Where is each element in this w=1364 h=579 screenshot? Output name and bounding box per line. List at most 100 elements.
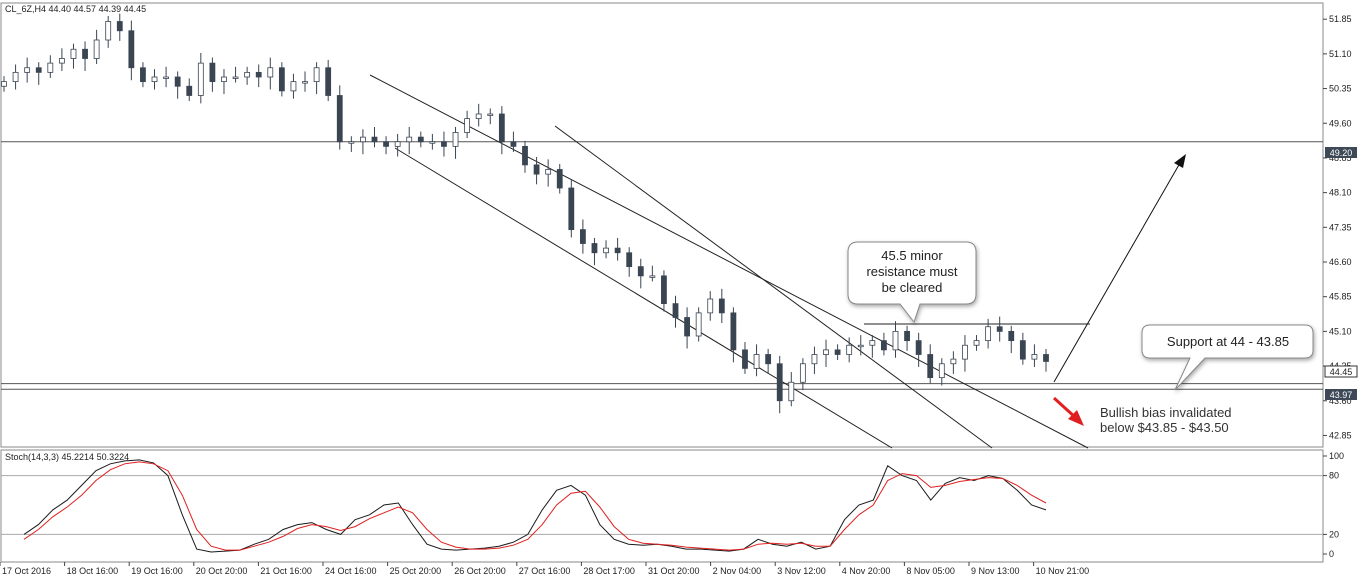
candle-body <box>348 141 355 144</box>
time-tick-label: 28 Oct 17:00 <box>583 566 635 576</box>
channel-upper-line <box>369 74 1089 449</box>
candle-body <box>290 81 297 92</box>
candle-body <box>985 326 992 342</box>
stochastic-lines <box>23 459 1047 553</box>
time-tick-label: 24 Oct 16:00 <box>325 566 377 576</box>
candle-body <box>394 141 401 147</box>
candle-body <box>857 344 864 348</box>
time-tick-label: 21 Oct 16:00 <box>260 566 312 576</box>
minor-resistance-callout: 45.5 minor resistance must be cleared <box>847 241 977 324</box>
candle-body <box>140 67 146 83</box>
candle-body <box>441 141 447 147</box>
candle-body <box>82 48 88 59</box>
price-panel-frame <box>0 2 1324 448</box>
candle-body <box>232 76 239 79</box>
candle-body <box>267 67 274 78</box>
candle-body <box>1008 330 1015 342</box>
candle-body <box>1019 340 1026 360</box>
candle-body <box>163 76 169 79</box>
down-arrow-red <box>1052 396 1084 426</box>
svg-text:43.97: 43.97 <box>1330 390 1353 400</box>
candle-body <box>545 169 552 175</box>
time-tick-label: 10 Nov 21:00 <box>1036 566 1090 576</box>
candle-body <box>325 67 332 96</box>
candle-body <box>707 298 714 314</box>
candle-body <box>35 67 42 73</box>
candle-body <box>498 113 505 143</box>
time-tick-label: 31 Oct 20:00 <box>648 566 700 576</box>
candle-body <box>996 326 1003 332</box>
candle-body <box>834 349 841 355</box>
invalidation-line-2: below $43.85 - $43.50 <box>1100 420 1229 435</box>
candle-body <box>383 141 389 147</box>
candle-body <box>151 76 158 83</box>
candle-body <box>973 340 980 346</box>
candle-body <box>661 275 667 305</box>
candle-body <box>904 330 910 342</box>
callout-line-3: be cleared <box>882 280 943 295</box>
candle-body <box>684 317 690 337</box>
price-tick-label: 42.85 <box>1329 430 1352 440</box>
candle-body <box>533 164 540 175</box>
candle-body <box>70 48 77 59</box>
stoch-axis: 100 80 20 0 <box>1323 451 1344 559</box>
stoch-tick-label: 80 <box>1329 471 1339 481</box>
price-tick-label: 46.60 <box>1329 257 1352 267</box>
time-tick-label: 4 Nov 20:00 <box>842 566 891 576</box>
candle-body <box>556 169 563 189</box>
time-tick-label: 9 Nov 13:00 <box>971 566 1020 576</box>
candle-body <box>464 118 471 133</box>
candle-body <box>742 349 748 369</box>
time-tick-label: 27 Oct 16:00 <box>519 566 571 576</box>
candle-body <box>915 340 922 355</box>
trend-channels <box>369 74 1090 449</box>
stoch-tick-label: 20 <box>1329 529 1339 539</box>
support-callout: Support at 44 - 43.85 <box>1141 324 1314 391</box>
candle-body <box>695 312 702 337</box>
candle-body <box>417 136 424 143</box>
candle-body <box>938 363 945 379</box>
candle-body <box>58 58 65 64</box>
candle-body <box>475 113 482 120</box>
stoch-k-line <box>23 459 1047 553</box>
candle-body <box>603 247 609 254</box>
stoch-guides <box>1 475 1323 535</box>
time-tick-label: 20 Oct 20:00 <box>196 566 248 576</box>
candle-body <box>336 95 343 143</box>
candle-body <box>823 349 829 355</box>
support-callout-text: Support at 44 - 43.85 <box>1167 334 1289 349</box>
stoch-tick-label: 100 <box>1329 451 1344 461</box>
candle-body <box>128 30 135 69</box>
candle-body <box>753 354 760 369</box>
candle-body <box>765 354 772 365</box>
channel-lower-line <box>394 147 893 449</box>
price-tick-label: 45.85 <box>1329 292 1352 302</box>
price-tick-label: 43.60 <box>1329 396 1352 406</box>
time-tick-label: 19 Oct 16:00 <box>131 566 183 576</box>
candle-body <box>626 252 633 268</box>
stoch-tick-label: 0 <box>1329 549 1334 559</box>
candle-body <box>487 113 494 116</box>
candle-body <box>313 67 320 83</box>
price-tick-label: 49.60 <box>1329 118 1352 128</box>
price-tick-label: 48.10 <box>1329 188 1352 198</box>
up-arrow <box>1053 154 1186 383</box>
candle-body <box>360 136 366 143</box>
candle-body <box>452 132 459 147</box>
time-tick-label: 2 Nov 04:00 <box>713 566 762 576</box>
candle-body <box>209 62 216 83</box>
candle-body <box>1 81 7 87</box>
candle-body <box>47 62 54 73</box>
candle-body <box>927 354 934 379</box>
candle-body <box>406 136 413 143</box>
candle-body <box>591 243 598 254</box>
candle-body <box>255 71 262 78</box>
candle-body <box>522 145 528 166</box>
price-tick-label: 47.35 <box>1329 222 1352 232</box>
candle-body <box>93 39 100 59</box>
candle-body <box>371 136 378 143</box>
candle-body <box>950 358 957 365</box>
price-tick-label: 51.10 <box>1329 49 1352 59</box>
candle-body <box>649 275 656 278</box>
time-tick-label: 26 Oct 20:00 <box>454 566 506 576</box>
